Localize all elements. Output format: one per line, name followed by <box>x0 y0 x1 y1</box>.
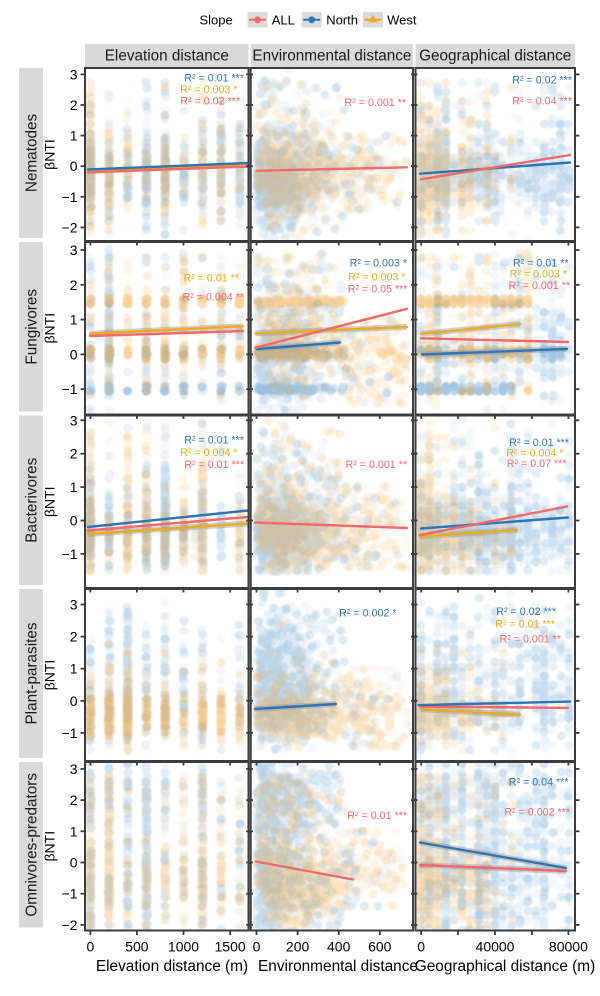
svg-text:R² = 0.01 **: R² = 0.01 ** <box>513 258 569 270</box>
svg-text:0: 0 <box>70 346 78 362</box>
svg-text:North: North <box>326 12 358 27</box>
svg-text:R² = 0.07 ***: R² = 0.07 *** <box>507 458 567 470</box>
svg-text:0: 0 <box>87 938 95 954</box>
svg-text:R² = 0.001 **: R² = 0.001 ** <box>345 97 407 109</box>
svg-text:R² = 0.004 **: R² = 0.004 ** <box>183 291 245 303</box>
svg-text:0: 0 <box>417 938 425 954</box>
svg-text:−1: −1 <box>62 546 78 562</box>
svg-text:3: 3 <box>70 66 78 82</box>
svg-text:Elevation distance (m): Elevation distance (m) <box>96 958 248 975</box>
svg-text:R² = 0.01 ***: R² = 0.01 *** <box>347 810 407 822</box>
svg-text:R² = 0.002 ***: R² = 0.002 *** <box>504 807 570 819</box>
svg-text:R² = 0.04 ***: R² = 0.04 *** <box>509 777 569 789</box>
svg-text:R² = 0.01 ***: R² = 0.01 *** <box>184 73 244 85</box>
svg-text:Environmental distance: Environmental distance <box>252 48 411 65</box>
svg-text:R² = 0.02 ***: R² = 0.02 *** <box>512 74 572 86</box>
svg-text:R² = 0.01 **: R² = 0.01 ** <box>183 273 239 285</box>
svg-text:1: 1 <box>70 128 78 144</box>
svg-text:1: 1 <box>70 312 78 328</box>
svg-text:R² = 0.02 ***: R² = 0.02 *** <box>180 95 240 107</box>
svg-text:βNTI: βNTI <box>42 313 58 344</box>
svg-text:Slope: Slope <box>199 12 232 27</box>
svg-text:2: 2 <box>70 97 78 113</box>
svg-text:R² = 0.003 *: R² = 0.003 * <box>510 269 567 281</box>
svg-text:3: 3 <box>70 597 78 613</box>
svg-text:1: 1 <box>70 661 78 677</box>
svg-text:2: 2 <box>70 792 78 808</box>
svg-text:Plant-parasites: Plant-parasites <box>24 622 41 724</box>
svg-text:0: 0 <box>70 855 78 871</box>
svg-text:0: 0 <box>70 693 78 709</box>
svg-text:Bacterivores: Bacterivores <box>24 457 41 542</box>
svg-text:West: West <box>387 12 417 27</box>
svg-text:1: 1 <box>70 823 78 839</box>
svg-text:200: 200 <box>286 938 310 954</box>
svg-text:1500: 1500 <box>215 938 246 954</box>
svg-text:3: 3 <box>70 412 78 428</box>
svg-text:R² = 0.04 ***: R² = 0.04 *** <box>512 95 572 107</box>
svg-text:R² = 0.003 *: R² = 0.003 * <box>348 272 405 284</box>
svg-text:Elevation distance: Elevation distance <box>105 48 229 65</box>
svg-text:400: 400 <box>327 938 351 954</box>
svg-text:500: 500 <box>125 938 149 954</box>
svg-text:600: 600 <box>368 938 392 954</box>
svg-text:−2: −2 <box>62 219 78 235</box>
svg-text:Geographical distance: Geographical distance <box>419 48 571 65</box>
svg-text:Nematodes: Nematodes <box>24 114 41 193</box>
svg-text:0: 0 <box>70 513 78 529</box>
svg-text:R² = 0.001 **: R² = 0.001 ** <box>500 634 562 646</box>
svg-text:Geographical distance (m): Geographical distance (m) <box>415 958 596 975</box>
svg-text:R² = 0.004 *: R² = 0.004 * <box>180 447 237 459</box>
svg-text:1: 1 <box>70 479 78 495</box>
svg-text:βNTI: βNTI <box>42 660 58 691</box>
svg-text:R² = 0.001 **: R² = 0.001 ** <box>346 459 408 471</box>
svg-text:3: 3 <box>70 242 78 258</box>
svg-text:R² = 0.02 ***: R² = 0.02 *** <box>496 606 556 618</box>
svg-text:βNTI: βNTI <box>42 486 58 517</box>
svg-text:2: 2 <box>70 446 78 462</box>
svg-text:R² = 0.003 *: R² = 0.003 * <box>180 84 237 96</box>
svg-text:80000: 80000 <box>549 938 588 954</box>
svg-text:R² = 0.01 ***: R² = 0.01 *** <box>495 619 555 631</box>
svg-text:R² = 0.01 ***: R² = 0.01 *** <box>184 459 244 471</box>
svg-text:−1: −1 <box>62 189 78 205</box>
svg-text:Environmental distance: Environmental distance <box>258 958 418 975</box>
svg-text:R² = 0.01 ***: R² = 0.01 *** <box>184 434 244 446</box>
svg-text:R² = 0.001 **: R² = 0.001 ** <box>509 280 571 292</box>
svg-text:40000: 40000 <box>476 938 515 954</box>
svg-text:Fungivores: Fungivores <box>24 289 41 365</box>
svg-text:−1: −1 <box>62 725 78 741</box>
svg-text:R² = 0.05 ***: R² = 0.05 *** <box>348 284 408 296</box>
svg-text:Omnivores-predators: Omnivores-predators <box>24 773 41 917</box>
svg-text:1000: 1000 <box>168 938 199 954</box>
svg-text:3: 3 <box>70 761 78 777</box>
svg-text:0: 0 <box>253 938 261 954</box>
svg-text:0: 0 <box>70 158 78 174</box>
svg-text:−1: −1 <box>62 886 78 902</box>
svg-text:R² = 0.004 *: R² = 0.004 * <box>506 447 563 459</box>
svg-text:−1: −1 <box>62 381 78 397</box>
svg-text:βNTI: βNTI <box>42 139 58 170</box>
svg-text:R² = 0.002 *: R² = 0.002 * <box>339 607 396 619</box>
svg-text:−2: −2 <box>62 917 78 933</box>
svg-text:ALL: ALL <box>272 12 295 27</box>
svg-text:2: 2 <box>70 277 78 293</box>
svg-text:R² = 0.003 *: R² = 0.003 * <box>350 258 407 270</box>
svg-text:2: 2 <box>70 629 78 645</box>
svg-text:R² = 0.01 ***: R² = 0.01 *** <box>509 437 569 449</box>
svg-text:βNTI: βNTI <box>42 831 58 862</box>
